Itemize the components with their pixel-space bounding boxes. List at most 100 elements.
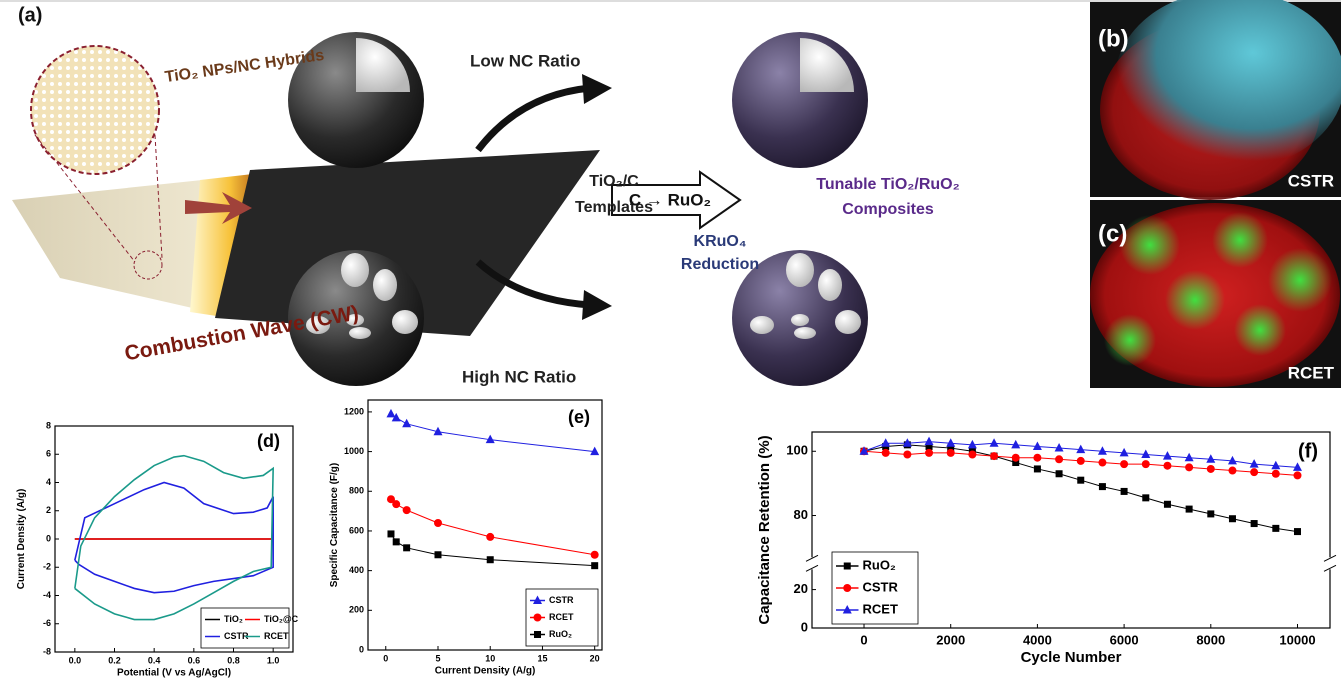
- panel-label: (e): [568, 407, 590, 427]
- marker: [1055, 443, 1064, 452]
- marker: [1206, 454, 1215, 463]
- arrow-low: [478, 88, 590, 150]
- marker: [1294, 528, 1301, 535]
- x-tick-label: 6000: [1110, 632, 1139, 647]
- marker: [990, 438, 999, 447]
- x-tick-label: 10: [485, 653, 495, 663]
- x-axis-label: Current Density (A/g): [435, 666, 536, 677]
- legend-label: TiO₂: [224, 614, 243, 624]
- x-tick-label: 10000: [1279, 632, 1315, 647]
- marker: [1077, 457, 1085, 465]
- series-line: [75, 456, 273, 620]
- low-ratio: Low NC Ratio: [470, 51, 581, 70]
- x-tick-label: 0.4: [148, 655, 161, 665]
- templates: TiO₂/C: [589, 173, 639, 190]
- marker: [1076, 445, 1085, 454]
- marker: [386, 409, 395, 418]
- y-tick-label: -4: [43, 590, 51, 600]
- marker: [843, 584, 851, 592]
- x-tick-label: 15: [537, 653, 547, 663]
- legend-label: CSTR: [863, 579, 899, 594]
- marker: [1099, 483, 1106, 490]
- marker: [402, 419, 411, 428]
- marker: [1250, 468, 1258, 476]
- y-tick-label: -6: [43, 618, 51, 628]
- marker: [1272, 470, 1280, 478]
- marker: [1120, 448, 1129, 457]
- marker: [1033, 454, 1041, 462]
- panel-label: (b): [1098, 25, 1129, 52]
- marker: [1011, 440, 1020, 449]
- y-axis-label: Capacitance Retention (%): [756, 435, 773, 624]
- x-axis-label: Potential (V vs Ag/AgCl): [117, 668, 231, 679]
- x-tick-label: 0.6: [188, 655, 201, 665]
- y-tick-label: 20: [794, 581, 808, 596]
- y-tick-label: -8: [43, 646, 51, 656]
- marker: [1228, 456, 1237, 465]
- marker: [1293, 462, 1302, 471]
- legend-label: RCET: [549, 612, 574, 622]
- y-tick-label: 200: [349, 605, 364, 615]
- marker: [1077, 477, 1084, 484]
- series-line: [391, 414, 595, 452]
- marker: [881, 438, 890, 447]
- sample-label: CSTR: [1288, 171, 1334, 190]
- marker: [1012, 454, 1020, 462]
- y-axis-label: Specific Capacitance (F/g): [329, 463, 340, 587]
- marker: [1141, 449, 1150, 458]
- x-tick-label: 0.8: [227, 655, 240, 665]
- marker: [534, 631, 541, 638]
- marker: [882, 449, 890, 457]
- marker: [434, 551, 441, 558]
- marker: [947, 449, 955, 457]
- marker: [591, 551, 599, 559]
- y-tick-label: -2: [43, 562, 51, 572]
- marker: [990, 452, 998, 460]
- marker: [434, 519, 442, 527]
- composites: Tunable TiO₂/RuO₂: [816, 176, 959, 193]
- panel-label: (c): [1098, 220, 1127, 247]
- y-tick-label: 8: [46, 420, 51, 430]
- schematic: (a) TiO₂ NPs/NC Hybrids Combustion Wave …: [0, 0, 1341, 388]
- marker: [1120, 460, 1128, 468]
- panel-label: (f): [1298, 440, 1318, 462]
- y-tick-label: 0: [801, 619, 808, 634]
- marker: [1229, 515, 1236, 522]
- x-tick-label: 8000: [1196, 632, 1225, 647]
- arrow-head: [582, 74, 612, 104]
- legend-label: RCET: [863, 601, 898, 616]
- y-tick-label: 1200: [344, 406, 364, 416]
- marker: [1033, 441, 1042, 450]
- legend-label: TiO₂@C: [264, 614, 299, 624]
- x-tick-label: 20: [590, 653, 600, 663]
- marker: [968, 440, 977, 449]
- x-tick-label: 1.0: [267, 655, 280, 665]
- y-tick-label: 80: [794, 507, 808, 522]
- figure: (a) TiO₂ NPs/NC Hybrids Combustion Wave …: [0, 0, 1341, 687]
- marker: [387, 530, 394, 537]
- marker: [1098, 446, 1107, 455]
- series-line: [391, 499, 595, 555]
- marker: [1164, 501, 1171, 508]
- panel-label: (a): [18, 4, 42, 26]
- marker: [1185, 453, 1194, 462]
- marker: [403, 544, 410, 551]
- y-tick-label: 4: [46, 477, 51, 487]
- y-tick-label: 600: [349, 525, 364, 535]
- marker: [403, 506, 411, 514]
- conversion: C → RuO₂: [629, 190, 711, 209]
- x-tick-label: 2000: [936, 632, 965, 647]
- marker: [925, 437, 934, 446]
- marker: [1034, 465, 1041, 472]
- x-tick-label: 5: [435, 653, 440, 663]
- marker: [1207, 465, 1215, 473]
- x-tick-label: 0.0: [69, 655, 82, 665]
- marker: [1251, 520, 1258, 527]
- marker: [844, 563, 851, 570]
- y-axis-label: Current Density (A/g): [16, 489, 27, 590]
- composites: Composites: [842, 201, 934, 218]
- x-axis-label: Cycle Number: [1021, 649, 1122, 666]
- marker: [1056, 470, 1063, 477]
- y-tick-label: 1000: [344, 446, 364, 456]
- arrow-head: [582, 290, 612, 320]
